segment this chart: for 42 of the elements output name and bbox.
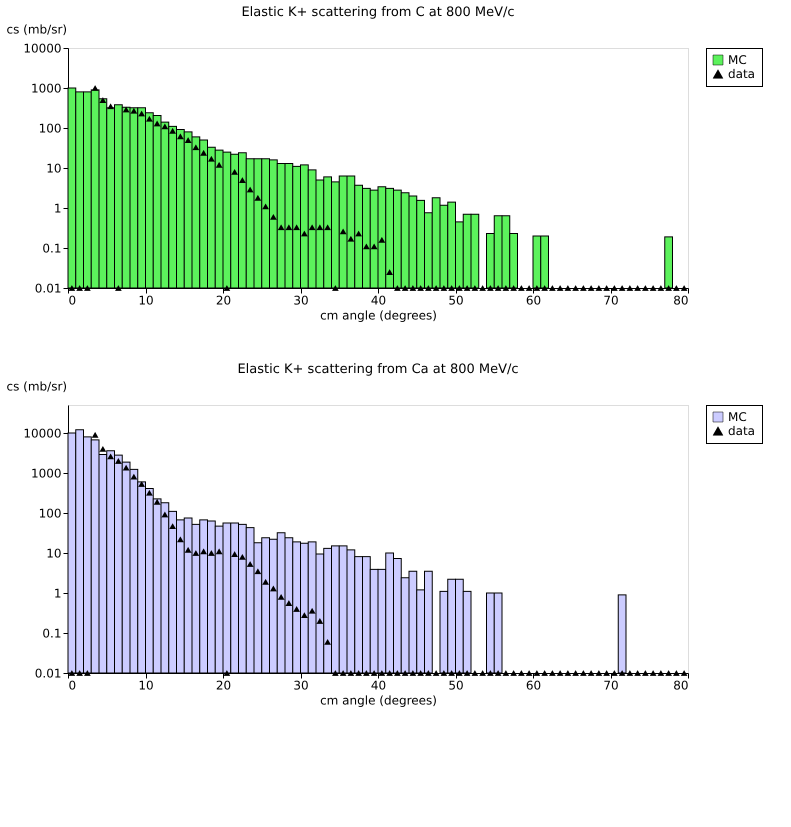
x-tick-label: 80 <box>673 678 688 692</box>
y-tick-label: 10000 <box>23 426 62 440</box>
y-tick-label: 10000 <box>23 42 62 56</box>
x-tick-label: 10 <box>138 678 154 692</box>
x-tick-label: 40 <box>370 294 386 308</box>
x-tick-label: 60 <box>526 678 542 692</box>
legend-label: data <box>728 67 756 81</box>
chart-title: Elastic K+ scattering from C at 800 MeV/c <box>241 5 515 20</box>
y-tick-label: 0.1 <box>42 242 62 256</box>
y-tick-label: 100 <box>38 122 62 136</box>
x-tick-label: 70 <box>603 678 619 692</box>
y-tick-label: 1000 <box>30 466 62 480</box>
y-tick-label: 1 <box>54 586 62 600</box>
x-tick-label: 70 <box>603 294 619 308</box>
y-axis-title: cs (mb/sr) <box>6 22 68 36</box>
x-tick-label: 10 <box>138 294 154 308</box>
x-tick-label: 50 <box>448 678 464 692</box>
y-tick-label: 1 <box>54 202 62 216</box>
y-tick-label: 0.01 <box>34 282 62 296</box>
y-tick-label: 0.01 <box>34 666 62 680</box>
chart-title: Elastic K+ scattering from Ca at 800 MeV/c <box>237 362 519 377</box>
y-axis-title: cs (mb/sr) <box>6 380 68 394</box>
x-tick-label: 50 <box>448 294 464 308</box>
y-tick-label: 10 <box>46 546 62 560</box>
y-tick-label: 100 <box>38 506 62 520</box>
x-tick-label: 80 <box>673 294 688 308</box>
legend-label: MC <box>728 53 747 67</box>
x-tick-label: 20 <box>216 678 232 692</box>
y-tick-label: 0.1 <box>42 626 62 640</box>
y-tick-label: 1000 <box>30 82 62 96</box>
legend-label: MC <box>728 410 747 424</box>
x-tick-label: 0 <box>68 678 76 692</box>
legend-label: data <box>728 424 756 438</box>
x-tick-label: 20 <box>216 294 232 308</box>
y-tick-label: 10 <box>46 162 62 176</box>
x-tick-label: 60 <box>526 294 542 308</box>
x-tick-label: 0 <box>68 294 76 308</box>
x-axis-title: cm angle (degrees) <box>320 308 437 322</box>
x-tick-label: 30 <box>293 678 309 692</box>
x-tick-label: 30 <box>293 294 309 308</box>
x-tick-label: 40 <box>370 678 386 692</box>
x-axis-title: cm angle (degrees) <box>320 694 437 708</box>
